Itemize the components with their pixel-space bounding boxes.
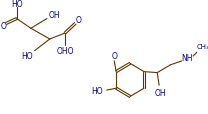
Text: HO: HO: [92, 86, 103, 95]
Text: OH: OH: [49, 11, 60, 20]
Text: O: O: [111, 51, 117, 60]
Text: O: O: [0, 22, 6, 31]
Text: OH: OH: [154, 88, 166, 97]
Text: OHO: OHO: [56, 47, 74, 56]
Text: HO: HO: [11, 0, 22, 9]
Text: HO: HO: [21, 52, 33, 61]
Text: O: O: [76, 16, 82, 25]
Text: CH₃: CH₃: [196, 44, 208, 50]
Text: NH: NH: [182, 54, 193, 63]
